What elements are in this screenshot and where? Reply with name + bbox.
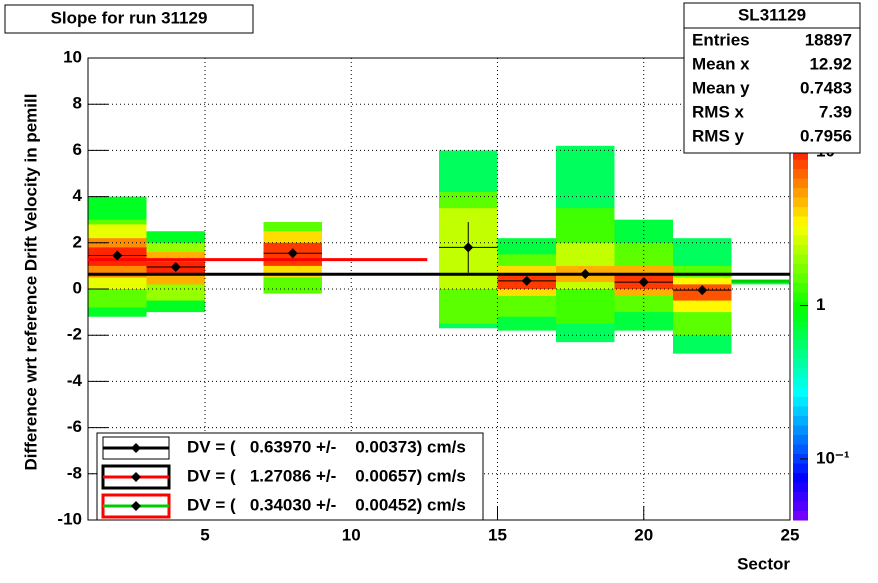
palette-swatch bbox=[793, 472, 808, 483]
palette-swatch bbox=[793, 311, 808, 321]
palette-swatch bbox=[793, 377, 808, 388]
stats-label: Mean y bbox=[692, 78, 750, 97]
y-tick-label: 4 bbox=[73, 186, 83, 205]
stats-value: 12.92 bbox=[809, 54, 852, 73]
palette-swatch bbox=[793, 244, 808, 255]
y-tick-label: -2 bbox=[67, 325, 82, 344]
stats-label: Entries bbox=[692, 30, 750, 49]
profile-point bbox=[521, 275, 532, 286]
palette-swatch bbox=[793, 168, 808, 179]
z-tick-label: 10⁻¹ bbox=[816, 448, 850, 467]
stats-value: 7.39 bbox=[819, 102, 852, 121]
profile-point bbox=[638, 277, 649, 288]
profile-point bbox=[112, 250, 123, 261]
palette-swatch bbox=[793, 387, 808, 397]
palette-swatch bbox=[793, 197, 808, 207]
palette-swatch bbox=[793, 225, 808, 236]
legend-label: DV = ( 0.34030 +/- 0.00452) cm/s bbox=[187, 495, 466, 514]
palette-swatch bbox=[793, 320, 808, 331]
palette-swatch bbox=[793, 339, 808, 350]
palette-swatch bbox=[793, 178, 808, 188]
palette-swatch bbox=[793, 235, 808, 245]
palette-swatch bbox=[793, 358, 808, 369]
profile-point bbox=[580, 268, 591, 279]
y-axis-label: Difference wrt reference Drift Velocity … bbox=[21, 94, 40, 471]
palette-swatch bbox=[793, 292, 808, 302]
x-tick-label: 25 bbox=[781, 525, 800, 544]
palette-swatch bbox=[793, 149, 808, 160]
y-tick-label: 10 bbox=[63, 47, 82, 66]
palette-swatch bbox=[793, 510, 808, 521]
x-tick-label: 20 bbox=[634, 525, 653, 544]
x-axis-label: Sector bbox=[737, 554, 790, 573]
palette-swatch bbox=[793, 415, 808, 426]
palette-swatch bbox=[793, 282, 808, 293]
stats-value: 18897 bbox=[805, 30, 852, 49]
stats-label: RMS x bbox=[692, 102, 745, 121]
stats-label: Mean x bbox=[692, 54, 750, 73]
palette-swatch bbox=[793, 425, 808, 435]
palette-swatch bbox=[793, 501, 808, 511]
legend-label: DV = ( 0.63970 +/- 0.00373) cm/s bbox=[187, 437, 466, 456]
y-tick-label: -4 bbox=[67, 371, 83, 390]
y-tick-label: -10 bbox=[57, 509, 82, 528]
x-tick-label: 15 bbox=[488, 525, 507, 544]
palette-swatch bbox=[793, 368, 808, 378]
chart-title: Slope for run 31129 bbox=[51, 8, 208, 27]
z-tick-label: 1 bbox=[816, 295, 825, 314]
y-tick-label: 8 bbox=[73, 94, 82, 113]
y-tick-label: 0 bbox=[73, 278, 82, 297]
legend-swatch-marker bbox=[131, 443, 141, 453]
stats-value: 0.7956 bbox=[800, 126, 852, 145]
title-box bbox=[4, 4, 254, 34]
y-tick-label: -8 bbox=[67, 463, 82, 482]
palette-swatch bbox=[793, 463, 808, 473]
palette-swatch bbox=[793, 482, 808, 492]
palette-swatch bbox=[793, 263, 808, 274]
profile-point bbox=[697, 285, 708, 296]
stats-label: RMS y bbox=[692, 126, 745, 145]
palette-swatch bbox=[793, 206, 808, 217]
palette-swatch bbox=[793, 434, 808, 445]
x-tick-label: 10 bbox=[342, 525, 361, 544]
y-tick-label: 2 bbox=[73, 232, 82, 251]
palette-swatch bbox=[793, 406, 808, 416]
stats-value: 0.7483 bbox=[800, 78, 852, 97]
palette-swatch bbox=[793, 216, 808, 226]
x-tick-label: 5 bbox=[200, 525, 209, 544]
palette-swatch bbox=[793, 254, 808, 264]
profile-point bbox=[287, 248, 298, 259]
legend-label: DV = ( 1.27086 +/- 0.00657) cm/s bbox=[187, 466, 466, 485]
legend-swatch-marker bbox=[131, 472, 141, 482]
palette-swatch bbox=[793, 159, 808, 169]
profile-point bbox=[170, 262, 181, 273]
stats-title: SL31129 bbox=[738, 5, 806, 24]
y-tick-label: 6 bbox=[73, 140, 82, 159]
palette-swatch bbox=[793, 187, 808, 198]
palette-swatch bbox=[793, 301, 808, 312]
palette-swatch bbox=[793, 273, 808, 283]
profile-point bbox=[463, 242, 474, 253]
y-tick-label: -6 bbox=[67, 417, 82, 436]
palette-swatch bbox=[793, 491, 808, 502]
palette-swatch bbox=[793, 349, 808, 359]
palette-swatch bbox=[793, 396, 808, 407]
palette-swatch bbox=[793, 330, 808, 340]
legend-swatch-marker bbox=[131, 501, 141, 511]
palette-swatch bbox=[793, 444, 808, 454]
